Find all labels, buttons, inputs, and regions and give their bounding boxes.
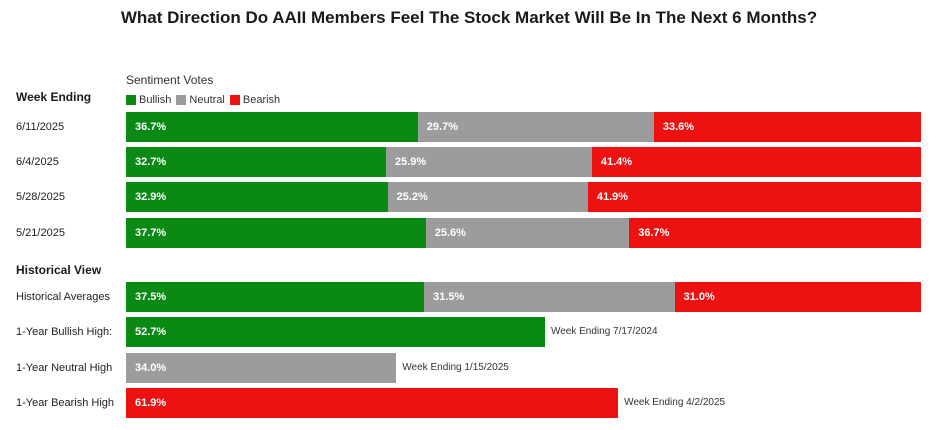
row-label: 6/4/2025 [16, 156, 59, 168]
bar-neutral-5-21-2025: 25.6% [425, 218, 630, 248]
legend-swatch-bullish [126, 95, 136, 105]
row-label: 1-Year Neutral High [16, 362, 113, 374]
row-label: 6/11/2025 [16, 121, 65, 133]
chart-title: What Direction Do AAII Members Feel The … [120, 8, 818, 27]
legend: Bullish Neutral Bearish [126, 94, 285, 106]
section-label-historical-view: Historical View [16, 263, 102, 277]
bar-neutral-6-11-2025: 29.7% [417, 112, 654, 142]
row-label: 1-Year Bearish High [16, 397, 115, 409]
legend-label-bearish: Bearish [242, 94, 281, 106]
bar-bullish-5-21-2025: 37.7% [126, 218, 426, 248]
row-label: 1-Year Bullish High: [16, 326, 113, 338]
bar-bearish-historical-averages: 31.0% [674, 282, 921, 312]
annotation-week-ending: Week Ending 4/2/2025 [624, 397, 726, 408]
bar-neutral-historical-averages: 31.5% [424, 282, 675, 312]
row-label: 5/28/2025 [16, 191, 65, 203]
row-label: Historical Averages [16, 291, 110, 303]
bar-neutral-1-year-neutral-high: 34.0% [126, 353, 397, 383]
legend-item-bullish: Bullish [126, 94, 171, 106]
bar-bearish-6-11-2025: 33.6% [653, 112, 921, 142]
bar-bullish-6-11-2025: 36.7% [126, 112, 418, 142]
legend-item-neutral: Neutral [176, 94, 225, 106]
legend-label-neutral: Neutral [189, 94, 225, 106]
row-label: 5/21/2025 [16, 227, 65, 239]
bar-bearish-5-21-2025: 36.7% [629, 218, 921, 248]
bar-bearish-6-4-2025: 41.4% [591, 147, 921, 177]
legend-swatch-neutral [176, 95, 187, 105]
bar-neutral-5-28-2025: 25.2% [387, 182, 588, 212]
bar-neutral-6-4-2025: 25.9% [385, 147, 592, 177]
legend-item-bearish: Bearish [229, 94, 281, 106]
legend-label-bullish: Bullish [139, 94, 172, 106]
legend-swatch-bearish [229, 95, 240, 105]
bar-bearish-5-28-2025: 41.9% [587, 182, 921, 212]
annotation-week-ending: Week Ending 7/17/2024 [550, 326, 658, 337]
annotation-week-ending: Week Ending 1/15/2025 [402, 362, 509, 373]
section-label-week-ending: Week Ending [16, 90, 92, 104]
bar-bearish-1-year-bearish-high: 61.9% [126, 388, 619, 418]
bar-bullish-historical-averages: 37.5% [126, 282, 425, 312]
bar-bullish-1-year-bullish-high: 52.7% [126, 317, 545, 347]
bar-bullish-6-4-2025: 32.7% [126, 147, 386, 177]
legend-title: Sentiment Votes [126, 73, 214, 87]
bar-bullish-5-28-2025: 32.9% [126, 182, 388, 212]
